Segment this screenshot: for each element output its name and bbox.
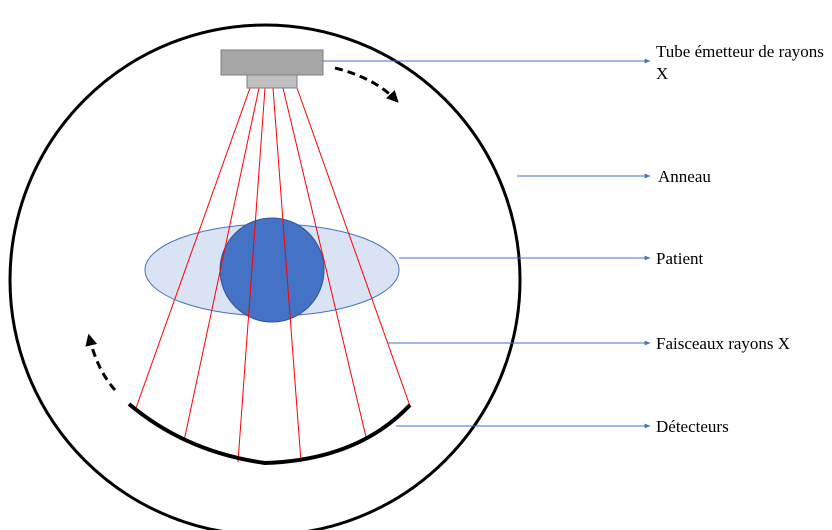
xray-beams — [135, 87, 411, 463]
beam-line — [272, 87, 302, 463]
beam-line — [135, 87, 251, 409]
label-ring: Anneau — [658, 167, 711, 186]
xray-tube-window — [246, 74, 298, 89]
label-xray-beams: Faisceaux rayons X — [656, 334, 791, 353]
leader-lines — [323, 58, 651, 429]
detector-arc — [127, 402, 412, 466]
beam-line — [237, 87, 266, 463]
rotation-arrow-top — [334, 66, 399, 103]
rotation-arrow-bottom — [85, 333, 117, 392]
label-patient: Patient — [656, 249, 704, 268]
patient-head — [219, 217, 325, 323]
label-xray-tube: Tube émetteur de rayons X — [656, 42, 824, 83]
beam-line — [183, 87, 260, 442]
beam-line — [282, 87, 367, 438]
label-detectors: Détecteurs — [656, 417, 729, 436]
xray-tube-body — [220, 49, 324, 76]
beam-line — [296, 87, 411, 407]
ring — [8, 23, 522, 530]
